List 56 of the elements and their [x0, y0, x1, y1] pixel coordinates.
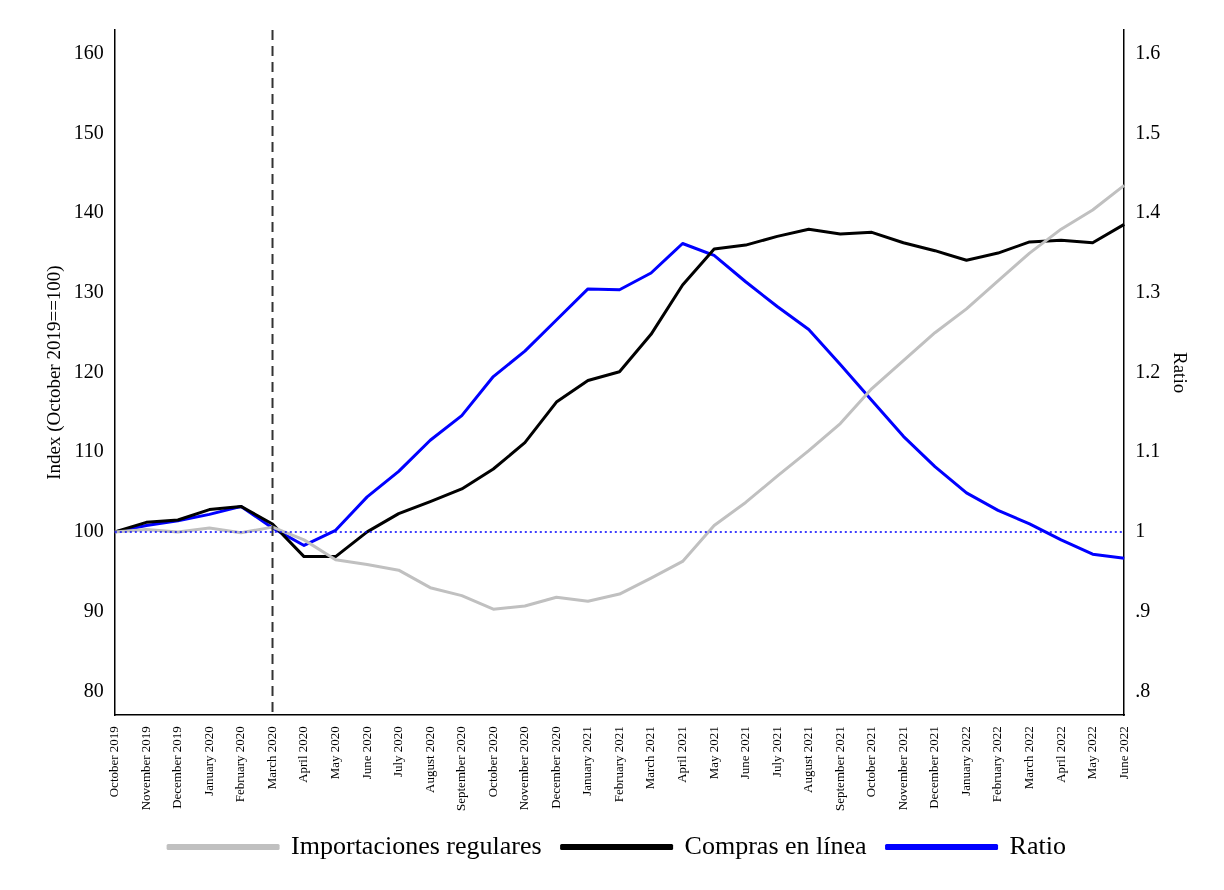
x-tick-label: April 2022: [1052, 726, 1068, 783]
legend-label: Compras en línea: [684, 830, 868, 860]
y2-tick-label: 1.3: [1135, 280, 1161, 303]
x-tick-label: February 2022: [989, 726, 1005, 803]
x-tick-label: August 2021: [800, 726, 816, 793]
y-tick-label: 120: [73, 359, 104, 382]
y-tick-label: 80: [83, 678, 104, 701]
y2-tick-label: 1.2: [1135, 359, 1161, 382]
x-tick-label: January 2022: [957, 726, 973, 796]
y2-tick-label: 1.1: [1135, 439, 1161, 462]
x-tick-label: June 2020: [358, 726, 374, 780]
y-tick-label: 140: [73, 200, 104, 223]
x-tick-label: June 2022: [1115, 726, 1131, 780]
x-tick-label: October 2021: [863, 726, 879, 798]
x-tick-label: December 2021: [926, 726, 942, 809]
y2-tick-label: .9: [1135, 598, 1151, 621]
x-tick-label: August 2020: [421, 726, 437, 793]
x-tick-label: September 2020: [453, 726, 469, 811]
x-tick-label: December 2020: [547, 726, 563, 809]
y-tick-label: 160: [73, 41, 104, 64]
y2-tick-label: .8: [1135, 678, 1151, 701]
x-tick-label: September 2021: [831, 726, 847, 811]
x-tick-label: October 2020: [484, 726, 500, 798]
x-tick-label: November 2021: [894, 726, 910, 811]
legend-label: Importaciones regulares: [291, 830, 542, 860]
x-tick-label: March 2022: [1020, 726, 1036, 790]
x-tick-label: May 2022: [1084, 726, 1100, 780]
x-tick-label: November 2020: [516, 726, 532, 811]
y-tick-label: 130: [73, 280, 104, 303]
y-tick-label: 110: [74, 439, 104, 462]
x-tick-label: March 2021: [642, 726, 658, 790]
y2-tick-label: 1: [1135, 519, 1146, 542]
y2-axis-title: Ratio: [1169, 351, 1191, 394]
x-tick-label: January 2020: [200, 726, 216, 796]
x-tick-label: October 2019: [106, 726, 122, 798]
y2-tick-label: 1.4: [1135, 200, 1161, 223]
y-tick-label: 90: [83, 598, 104, 621]
legend-label: Ratio: [1009, 830, 1066, 860]
x-tick-label: July 2020: [390, 726, 406, 778]
x-tick-label: February 2021: [610, 726, 626, 803]
x-tick-label: November 2019: [137, 726, 153, 811]
y-tick-label: 100: [73, 519, 104, 542]
y-axis-title: Index (October 2019==100): [43, 265, 66, 480]
x-tick-label: May 2021: [705, 726, 721, 780]
x-tick-label: April 2020: [295, 726, 311, 783]
x-tick-label: April 2021: [674, 726, 690, 783]
x-tick-label: July 2021: [768, 726, 784, 778]
x-tick-label: May 2020: [327, 726, 343, 780]
x-tick-label: June 2021: [737, 726, 753, 780]
y2-tick-label: 1.6: [1135, 41, 1161, 64]
x-tick-label: February 2020: [232, 726, 248, 803]
x-tick-label: January 2021: [579, 726, 595, 796]
y-tick-label: 150: [73, 120, 104, 143]
y2-tick-label: 1.5: [1135, 120, 1161, 143]
x-tick-label: December 2019: [169, 726, 185, 809]
x-tick-label: March 2020: [263, 726, 279, 790]
